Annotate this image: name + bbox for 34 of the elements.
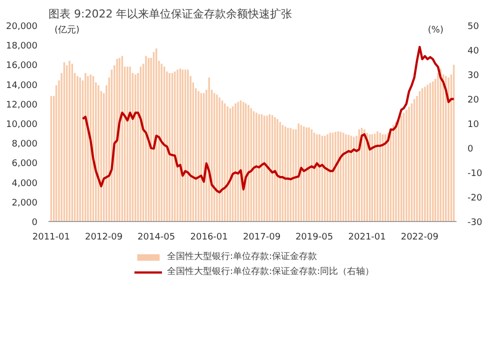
y-tick-label: 14,000 — [6, 80, 38, 91]
y2-tick-label: -30 — [468, 218, 482, 228]
y2-axis-title: (%) — [428, 26, 444, 36]
y2-tick-label: -20 — [468, 194, 482, 204]
y2-tick-label: 20 — [468, 96, 480, 106]
y2-tick-label: 40 — [468, 46, 480, 56]
y-tick-label: 0 — [32, 218, 38, 228]
y-tick-label: 4,000 — [12, 178, 38, 189]
y-tick-label: 12,000 — [6, 100, 38, 110]
y-tick-label: 8,000 — [12, 140, 38, 150]
y-axis-title: (亿元) — [54, 24, 80, 36]
x-tick-label: 2017-09 — [242, 232, 281, 242]
y-tick-label: 10,000 — [6, 120, 38, 130]
x-tick-label: 2012-09 — [85, 232, 123, 242]
x-tick-label: 2016-01 — [190, 232, 228, 242]
x-tick-label: 2019-05 — [295, 232, 334, 242]
y2-tick-label: 10 — [468, 120, 480, 130]
legend-label: 全国性大型银行:单位存款:保证金存款:同比（右轴） — [166, 266, 374, 278]
x-tick-label: 2021-01 — [348, 232, 386, 242]
y-tick-label: 20,000 — [6, 22, 38, 32]
y-tick-label: 18,000 — [6, 42, 38, 52]
y-tick-label: 2,000 — [12, 198, 38, 208]
y2-tick-label: -10 — [468, 169, 482, 179]
x-tick-label: 2011-01 — [32, 232, 70, 242]
y2-tick-label: 0 — [468, 144, 474, 154]
chart-title: 图表 9:2022 年以来单位保证金存款余额快速扩张 — [48, 8, 292, 20]
y2-tick-label: 30 — [468, 71, 480, 81]
y-tick-label: 6,000 — [12, 159, 38, 170]
y-tick-label: 16,000 — [6, 61, 38, 72]
line-series — [82, 46, 455, 194]
x-tick-label: 2022-09 — [400, 232, 439, 242]
y2-tick-label: 50 — [468, 22, 480, 32]
x-tick-label: 2014-05 — [138, 232, 176, 242]
legend-label: 全国性大型银行:单位存款:保证金存款 — [166, 250, 318, 263]
